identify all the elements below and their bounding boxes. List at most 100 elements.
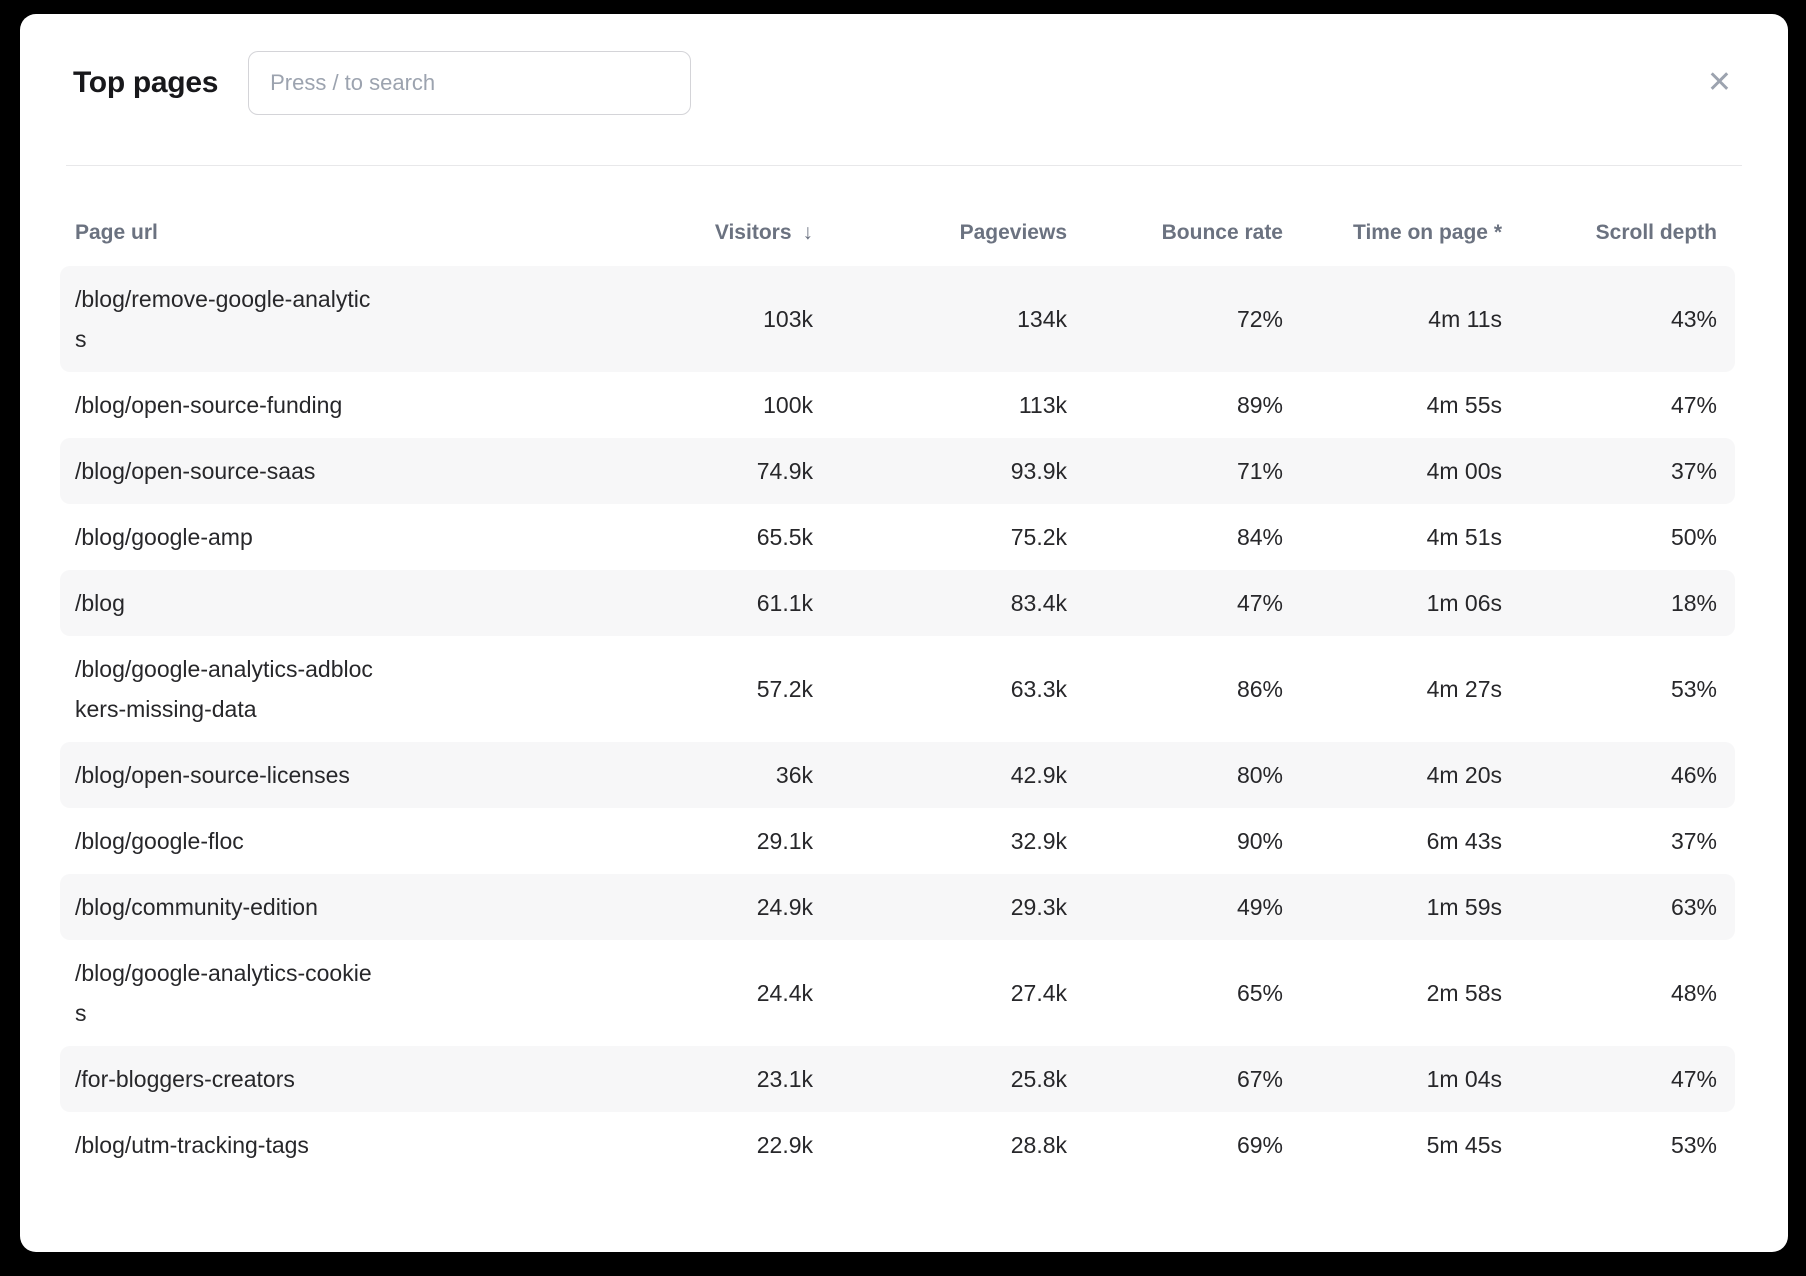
time-on-page-cell: 5m 45s [1426,1132,1502,1158]
pageviews-cell: 32.9k [1010,828,1067,854]
bounce-rate-cell: 86% [1236,676,1283,702]
time-on-page-cell: 1m 59s [1301,874,1520,940]
pageviews-cell: 28.8k [1010,1132,1067,1158]
url-cell[interactable]: /for-bloggers-creators [60,1046,375,1112]
column-header-scroll-depth[interactable]: Scroll depth [1520,166,1735,266]
time-on-page-cell: 4m 51s [1426,524,1502,550]
url-cell[interactable]: /blog/open-source-licenses [60,742,375,808]
visitors-cell: 65.5k [756,524,813,550]
table-row[interactable]: /blog/google-floc 29.1k 32.9k 90% 6m 43s 37% [60,808,1735,874]
table-body: /blog/remove-google-analytics 103k 134k 72%… [60,266,1735,1178]
url-cell[interactable]: /blog/google-amp [75,524,253,550]
column-label: Scroll depth [1595,221,1717,244]
time-on-page-cell: 2m 58s [1426,980,1502,1006]
column-label: Bounce rate [1161,221,1283,244]
url-cell[interactable]: /blog/utm-tracking-tags [75,1132,309,1158]
scroll-depth-cell: 47% [1670,392,1717,418]
table-container: Page url Visitors ↓ Pageviews Bounce rate Tim… [60,166,1735,1178]
scroll-depth-cell: 53% [1670,676,1717,702]
table-row[interactable]: /blog/utm-tracking-tags 22.9k 28.8k 69% 5m 4… [60,1112,1735,1178]
url-cell[interactable]: /blog/open-source-funding [75,392,343,418]
table-row[interactable]: /for-bloggers-creators 23.1k 25.8k 67% 1m 04… [60,1046,1735,1112]
scroll-depth-cell: 43% [1520,266,1735,372]
table-row[interactable]: /blog/google-amp 65.5k 75.2k 84% 4m 51s 50% [60,504,1735,570]
pageviews-cell: 42.9k [831,742,1085,808]
scroll-depth-cell: 50% [1670,524,1717,550]
column-header-pageviews[interactable]: Pageviews [831,166,1085,266]
url-cell[interactable]: /blog/open-source-saas [60,438,375,504]
visitors-cell: 36k [375,742,831,808]
scroll-depth-cell: 37% [1670,828,1717,854]
visitors-cell: 22.9k [756,1132,813,1158]
time-on-page-cell: 6m 43s [1426,828,1502,854]
pageviews-cell: 113k [1018,392,1067,418]
scroll-depth-cell: 53% [1670,1132,1717,1158]
column-header-visitors[interactable]: Visitors ↓ [375,166,831,266]
sort-desc-icon: ↓ [802,221,814,244]
scroll-depth-cell: 37% [1520,438,1735,504]
bounce-rate-cell: 80% [1085,742,1301,808]
table-row[interactable]: /blog/open-source-licenses 36k 42.9k 80% 4m … [60,742,1735,808]
visitors-cell: 29.1k [756,828,813,854]
column-label: Pageviews [959,221,1067,244]
bounce-rate-cell: 69% [1236,1132,1283,1158]
table-row[interactable]: /blog/community-edition 24.9k 29.3k 49% 1m 5… [60,874,1735,940]
close-button[interactable]: ✕ [1703,64,1736,102]
visitors-cell: 100k [763,392,813,418]
bounce-rate-cell: 47% [1085,570,1301,636]
scroll-depth-cell: 46% [1520,742,1735,808]
url-cell[interactable]: /blog/google-analytics-cookies [75,960,372,1026]
bounce-rate-cell: 71% [1085,438,1301,504]
time-on-page-cell: 1m 04s [1301,1046,1520,1112]
url-cell[interactable]: /blog/community-edition [60,874,375,940]
pageviews-cell: 75.2k [1010,524,1067,550]
table-row[interactable]: /blog/google-analytics-adblockers-missin… [60,636,1735,742]
url-cell[interactable]: /blog/google-analytics-adblockers-missin… [75,656,373,722]
table-row[interactable]: /blog/remove-google-analytics 103k 134k 72%… [60,266,1735,372]
bounce-rate-cell: 89% [1236,392,1283,418]
column-header-time-on-page[interactable]: Time on page * [1301,166,1520,266]
url-cell[interactable]: /blog/google-floc [75,828,244,854]
bounce-rate-cell: 49% [1085,874,1301,940]
modal-header: Top pages ✕ [73,51,1736,115]
url-cell[interactable]: /blog [60,570,375,636]
time-on-page-cell: 4m 20s [1301,742,1520,808]
column-label: Visitors [714,221,792,244]
column-header-page-url[interactable]: Page url [60,166,375,266]
column-label: Page url [75,221,158,244]
bounce-rate-cell: 67% [1085,1046,1301,1112]
bounce-rate-cell: 90% [1236,828,1283,854]
time-on-page-cell: 4m 27s [1426,676,1502,702]
time-on-page-cell: 1m 06s [1301,570,1520,636]
time-on-page-cell: 4m 11s [1301,266,1520,372]
page-title: Top pages [73,66,219,99]
header-divider [66,165,1742,166]
bounce-rate-cell: 72% [1085,266,1301,372]
pageviews-cell: 63.3k [1010,676,1067,702]
close-icon: ✕ [1706,66,1732,99]
visitors-cell: 74.9k [375,438,831,504]
time-on-page-cell: 4m 00s [1301,438,1520,504]
url-cell[interactable]: /blog/remove-google-analytics [60,266,375,372]
scroll-depth-cell: 18% [1520,570,1735,636]
time-on-page-cell: 4m 55s [1426,392,1502,418]
visitors-cell: 57.2k [756,676,813,702]
top-pages-modal: Top pages ✕ Page url Visitors ↓ Pageviews Bo… [20,14,1788,1252]
search-input[interactable] [248,51,692,115]
scroll-depth-cell: 47% [1520,1046,1735,1112]
pageviews-cell: 25.8k [831,1046,1085,1112]
pageviews-cell: 134k [831,266,1085,372]
table-row[interactable]: /blog/google-analytics-cookies 24.4k 27.4k… [60,940,1735,1046]
visitors-cell: 103k [375,266,831,372]
column-label: Time on page * [1353,221,1502,244]
scroll-depth-cell: 48% [1670,980,1717,1006]
table-row[interactable]: /blog/open-source-saas 74.9k 93.9k 71% 4m 00… [60,438,1735,504]
pageviews-cell: 29.3k [831,874,1085,940]
column-header-bounce-rate[interactable]: Bounce rate [1085,166,1301,266]
table-row[interactable]: /blog 61.1k 83.4k 47% 1m 06s 18% [60,570,1735,636]
table-row[interactable]: /blog/open-source-funding 100k 113k 89% 4m 5… [60,372,1735,438]
pageviews-cell: 93.9k [831,438,1085,504]
pageviews-cell: 27.4k [1010,980,1067,1006]
pageviews-cell: 83.4k [831,570,1085,636]
bounce-rate-cell: 65% [1236,980,1283,1006]
